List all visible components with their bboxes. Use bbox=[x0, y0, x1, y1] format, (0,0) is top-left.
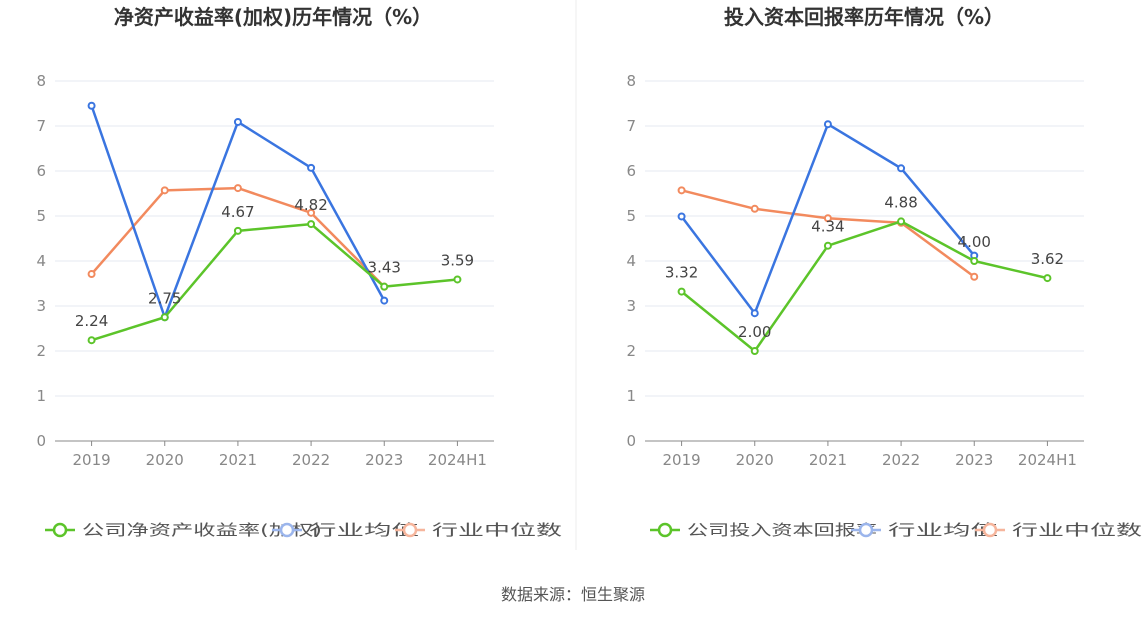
x-tick-label: 2024H1 bbox=[428, 451, 487, 469]
y-tick-label: 1 bbox=[626, 387, 636, 405]
data-point-industry-median bbox=[307, 208, 316, 217]
legend-label: 公司净资产收益率(加权) bbox=[82, 521, 322, 539]
y-tick-label: 5 bbox=[36, 207, 46, 225]
x-tick-label: 2021 bbox=[809, 451, 847, 469]
x-tick-label: 2023 bbox=[955, 451, 993, 469]
data-label: 4.67 bbox=[221, 203, 254, 221]
legend-label: 行业中位数 bbox=[432, 521, 562, 539]
x-tick-label: 2023 bbox=[365, 451, 403, 469]
x-tick-label: 2021 bbox=[219, 451, 257, 469]
roe-chart: 净资产收益率(加权)历年情况（%） 0 1 2 3 4 5 6 7 8 2019 2020 2021 20… bbox=[36, 5, 562, 539]
y-tick-label: 4 bbox=[626, 252, 636, 270]
data-point-industry-avg bbox=[823, 120, 832, 129]
data-label: 4.82 bbox=[294, 196, 327, 214]
y-tick-label: 1 bbox=[36, 387, 46, 405]
series-line-company bbox=[91, 222, 458, 342]
y-tick-label: 8 bbox=[626, 72, 636, 90]
data-point-company bbox=[677, 287, 686, 296]
data-point-industry-median bbox=[970, 272, 979, 281]
data-point-industry-avg bbox=[87, 101, 96, 110]
chart-title: 净资产收益率(加权)历年情况（%） bbox=[114, 5, 432, 29]
data-point-industry-avg bbox=[897, 164, 906, 173]
y-tick-label: 7 bbox=[626, 117, 636, 135]
x-tick-label: 2020 bbox=[146, 451, 184, 469]
legend-label: 行业中位数 bbox=[1012, 521, 1142, 539]
y-tick-label: 6 bbox=[36, 162, 46, 180]
legend-marker bbox=[982, 522, 998, 538]
data-point-company bbox=[87, 336, 96, 345]
legend-marker bbox=[657, 522, 673, 538]
legend-label: 公司投入资本回报率 bbox=[687, 521, 877, 539]
y-tick-label: 8 bbox=[36, 72, 46, 90]
roic-chart: 投入资本回报率历年情况（%） 0 1 2 3 4 5 6 7 8 2019 2020 2021 2022 2… bbox=[626, 5, 1142, 539]
y-tick-label: 2 bbox=[36, 342, 46, 360]
data-point-industry-avg bbox=[750, 309, 759, 318]
legend-label: 行业均值 bbox=[309, 521, 419, 539]
data-label: 3.43 bbox=[368, 259, 401, 277]
y-tick-label: 3 bbox=[626, 297, 636, 315]
y-tick-label: 0 bbox=[36, 432, 46, 450]
data-label: 4.88 bbox=[884, 193, 917, 211]
y-tick-label: 4 bbox=[36, 252, 46, 270]
data-point-industry-avg bbox=[307, 163, 316, 172]
data-point-company bbox=[160, 313, 169, 322]
data-point-company bbox=[307, 220, 316, 229]
data-point-industry-median bbox=[823, 214, 832, 223]
x-tick-label: 2019 bbox=[662, 451, 700, 469]
legend-label: 行业均值 bbox=[888, 521, 998, 539]
data-point-company bbox=[380, 282, 389, 291]
data-point-industry-median bbox=[160, 186, 169, 195]
y-tick-label: 7 bbox=[36, 117, 46, 135]
data-point-industry-median bbox=[677, 186, 686, 195]
chart-title: 投入资本回报率历年情况（%） bbox=[724, 5, 1004, 29]
data-point-company bbox=[823, 241, 832, 250]
y-tick-label: 6 bbox=[626, 162, 636, 180]
data-point-industry-avg bbox=[677, 212, 686, 221]
data-point-company bbox=[233, 226, 242, 235]
data-point-company bbox=[970, 257, 979, 265]
data-point-industry-median bbox=[750, 204, 759, 213]
data-label: 4.00 bbox=[958, 233, 991, 251]
legend-marker bbox=[402, 522, 418, 538]
data-label: 2.00 bbox=[738, 323, 771, 341]
x-tick-label: 2024H1 bbox=[1018, 451, 1077, 469]
y-tick-label: 2 bbox=[626, 342, 636, 360]
data-label: 3.59 bbox=[441, 251, 474, 269]
y-tick-label: 5 bbox=[626, 207, 636, 225]
data-label: 2.24 bbox=[75, 312, 108, 330]
data-point-industry-median bbox=[233, 184, 242, 193]
data-point-company bbox=[453, 275, 462, 284]
x-tick-label: 2022 bbox=[292, 451, 330, 469]
data-point-industry-avg bbox=[233, 117, 242, 126]
data-point-industry-avg bbox=[380, 296, 389, 305]
data-source: 数据来源：恒生聚源 bbox=[501, 585, 645, 604]
data-point-company bbox=[897, 217, 906, 226]
data-point-company bbox=[1043, 274, 1052, 283]
x-tick-label: 2022 bbox=[882, 451, 920, 469]
y-tick-label: 3 bbox=[36, 297, 46, 315]
legend-marker bbox=[52, 522, 68, 538]
y-tick-label: 0 bbox=[626, 432, 636, 450]
data-label: 2.75 bbox=[148, 289, 181, 307]
legend-marker bbox=[279, 522, 295, 538]
series-line-company bbox=[680, 220, 1048, 353]
data-label: 4.34 bbox=[811, 218, 844, 236]
data-point-company bbox=[750, 347, 759, 355]
x-tick-label: 2019 bbox=[72, 451, 110, 469]
x-tick-label: 2020 bbox=[736, 451, 774, 469]
data-label: 3.32 bbox=[665, 264, 698, 282]
data-point-industry-median bbox=[87, 270, 96, 279]
legend-marker bbox=[858, 522, 874, 538]
data-label: 3.62 bbox=[1031, 250, 1064, 268]
